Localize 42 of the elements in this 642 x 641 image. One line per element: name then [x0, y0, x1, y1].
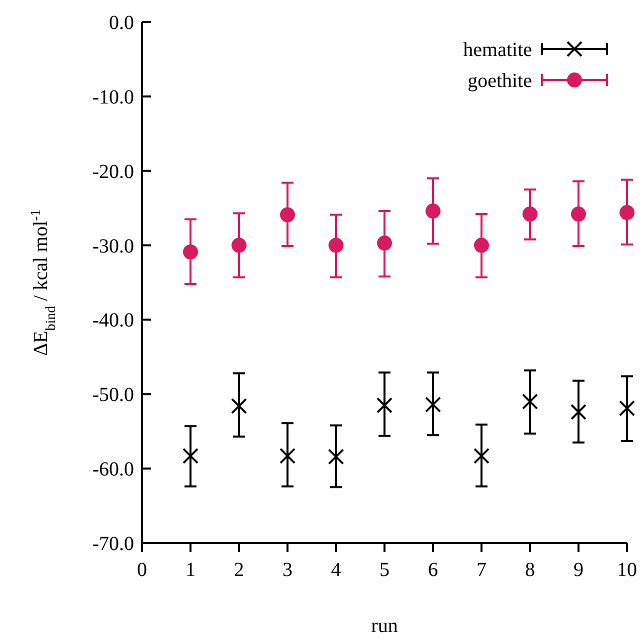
x-tick-label: 5 — [380, 559, 390, 581]
y-tick-label: -60.0 — [92, 458, 134, 481]
point — [619, 400, 635, 416]
point — [620, 205, 634, 220]
x-axis-title: run — [371, 615, 398, 637]
point — [522, 206, 538, 222]
x-tick-label: 7 — [476, 559, 486, 581]
point — [182, 448, 198, 464]
y-tick-label: -30.0 — [92, 235, 134, 258]
x-tick-label: 0 — [137, 559, 147, 581]
point — [376, 397, 392, 414]
y-tick-label: -10.0 — [92, 86, 134, 108]
y-tick-label: -20.0 — [92, 160, 134, 183]
point — [280, 207, 295, 222]
point — [474, 238, 489, 253]
x-tick-label: 4 — [331, 559, 341, 581]
x-tick-label: 2 — [234, 559, 244, 581]
point — [571, 206, 586, 222]
y-tick-label: -50.0 — [92, 384, 134, 406]
point — [328, 238, 344, 253]
x-tick-label: 8 — [525, 559, 535, 581]
point — [426, 204, 440, 219]
x-tick-label: 1 — [186, 559, 196, 581]
point — [183, 244, 198, 260]
x-tick-label: 3 — [282, 559, 292, 581]
x-tick-label: 10 — [617, 559, 637, 581]
point — [328, 448, 344, 465]
point — [425, 396, 441, 413]
legend-label: goethite — [468, 70, 532, 92]
x-tick-label: 9 — [574, 559, 584, 581]
point — [474, 448, 490, 464]
point — [231, 398, 247, 414]
y-tick-label: -70.0 — [92, 533, 134, 555]
x-tick-label: 6 — [428, 559, 438, 581]
point — [522, 394, 538, 410]
point — [377, 236, 392, 251]
legend-label: hematite — [463, 39, 532, 61]
point — [570, 404, 586, 420]
y-tick-label: 0.0 — [109, 12, 134, 34]
point — [232, 238, 246, 253]
point — [280, 448, 296, 464]
y-tick-label: -40.0 — [92, 310, 134, 332]
